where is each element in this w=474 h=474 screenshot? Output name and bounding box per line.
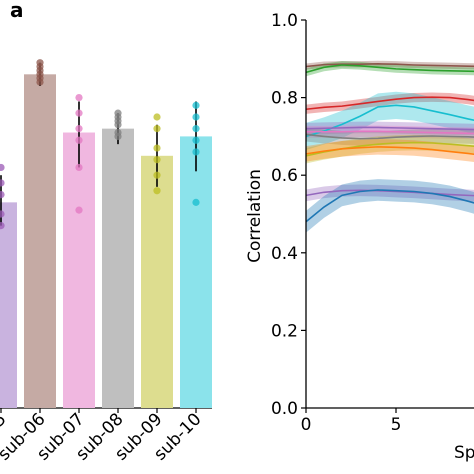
point-sub-07-5 <box>75 163 83 172</box>
point-sub-05-5 <box>0 222 5 230</box>
bar-sub-06 <box>24 74 56 408</box>
point-sub-10-4 <box>192 136 200 144</box>
bar-sub-10 <box>180 136 212 408</box>
series-band-1 <box>306 60 474 70</box>
point-sub-07-4 <box>75 136 83 144</box>
bar-marks <box>0 59 212 408</box>
series-line-4 <box>305 104 474 138</box>
bar-sub-08 <box>102 128 134 408</box>
point-sub-09-6 <box>153 187 161 195</box>
x-axis-title: Sp <box>454 443 474 463</box>
point-sub-06-6 <box>36 78 44 86</box>
series-line-6 <box>306 130 474 135</box>
point-sub-10-1 <box>192 101 200 109</box>
series-lines <box>305 63 474 223</box>
series-band-8 <box>306 134 474 164</box>
x-tick-label-0: 0 <box>301 415 312 435</box>
point-sub-07-6 <box>75 206 83 214</box>
series-line-3 <box>305 96 474 111</box>
point-sub-08-4 <box>114 121 122 129</box>
point-sub-10-3 <box>192 125 200 133</box>
series-line-1 <box>305 63 474 68</box>
point-sub-09-1 <box>153 113 161 121</box>
line-y-ticks: 0.0 0.2 0.4 0.6 0.8 1.0 <box>271 11 306 419</box>
point-sub-07-3 <box>75 125 83 133</box>
point-sub-09-4 <box>153 156 161 164</box>
point-sub-07-1 <box>75 94 83 102</box>
series-band-11 <box>306 179 474 233</box>
y-axis-title: Correlation <box>245 169 265 263</box>
point-sub-05-1 <box>0 163 5 172</box>
series-line-2 <box>305 64 474 74</box>
panel-label-a: a <box>10 0 24 22</box>
point-sub-05-3 <box>0 191 5 199</box>
y-tick-label-0-8: 0.8 <box>271 89 298 109</box>
series-bands <box>306 60 474 233</box>
y-tick-label-0-0: 0.0 <box>271 399 298 419</box>
series-line-5 <box>305 126 474 131</box>
y-tick-label-0-2: 0.2 <box>271 321 298 341</box>
point-sub-10-2 <box>192 113 200 121</box>
point-sub-07-2 <box>75 109 83 117</box>
bar-sub-09 <box>141 155 173 408</box>
series-band-10 <box>306 184 474 202</box>
series-band-9 <box>306 139 474 163</box>
point-sub-09-2 <box>153 125 161 133</box>
point-sub-10-5 <box>192 148 200 156</box>
series-line-7 <box>305 133 474 140</box>
point-sub-08-6 <box>114 132 122 140</box>
point-sub-10-6 <box>192 198 200 206</box>
point-sub-05-4 <box>0 210 5 218</box>
series-line-11 <box>305 189 474 223</box>
y-tick-label-1-0: 1.0 <box>271 11 298 31</box>
bar-sub-05 <box>0 202 17 408</box>
point-sub-09-5 <box>153 171 161 179</box>
y-tick-label-0-6: 0.6 <box>271 166 298 186</box>
y-tick-label-0-4: 0.4 <box>271 244 298 264</box>
bar-sub-07 <box>63 132 95 408</box>
point-sub-09-3 <box>153 144 161 152</box>
series-band-4 <box>306 91 474 150</box>
x-tick-label-5: 5 <box>391 415 402 435</box>
point-sub-05-2 <box>0 179 5 187</box>
series-line-9 <box>305 146 474 156</box>
